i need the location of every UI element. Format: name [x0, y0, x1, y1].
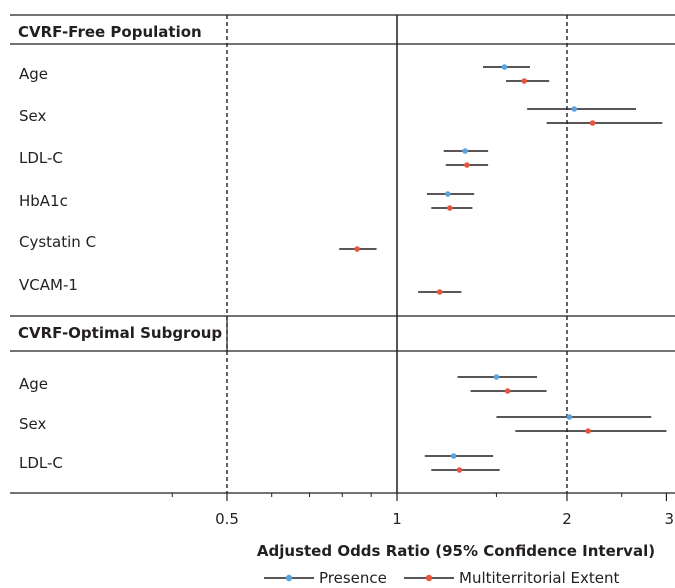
presence-point	[462, 148, 468, 154]
presence-point	[444, 191, 451, 197]
row-label: VCAM-1	[19, 276, 78, 294]
row-label: HbA1c	[19, 192, 68, 210]
row-label: Cystatin C	[19, 233, 96, 251]
section-title: CVRF-Free Population	[18, 23, 202, 41]
section-title: CVRF-Optimal Subgroup	[18, 324, 222, 342]
legend-marker	[285, 574, 293, 582]
extent-point	[436, 289, 443, 295]
row-label: Sex	[19, 415, 46, 433]
extent-point	[585, 428, 591, 434]
presence-point	[571, 106, 578, 112]
row-label: Age	[19, 375, 48, 393]
extent-point	[521, 78, 528, 84]
presence-point	[493, 374, 500, 380]
x-axis-title: Adjusted Odds Ratio (95% Confidence Inte…	[257, 542, 655, 560]
extent-point	[504, 388, 511, 394]
tick-label: 1	[392, 510, 402, 528]
extent-point	[464, 162, 470, 168]
presence-point	[501, 64, 508, 70]
legend-label: Presence	[319, 569, 387, 587]
row-label: Age	[19, 65, 48, 83]
legend-marker	[425, 574, 433, 582]
tick-label: 3	[664, 510, 674, 528]
row-label: LDL-C	[19, 454, 63, 472]
extent-point	[354, 246, 360, 252]
row-label: Sex	[19, 107, 46, 125]
presence-point	[450, 453, 457, 459]
extent-point	[456, 467, 463, 473]
tick-label: 0.5	[215, 510, 239, 528]
tick-label: 2	[562, 510, 572, 528]
row-label: LDL-C	[19, 149, 63, 167]
extent-point	[446, 205, 453, 211]
extent-point	[589, 120, 596, 126]
legend-label: Multiterritorial Extent	[459, 569, 620, 587]
presence-point	[566, 414, 573, 420]
